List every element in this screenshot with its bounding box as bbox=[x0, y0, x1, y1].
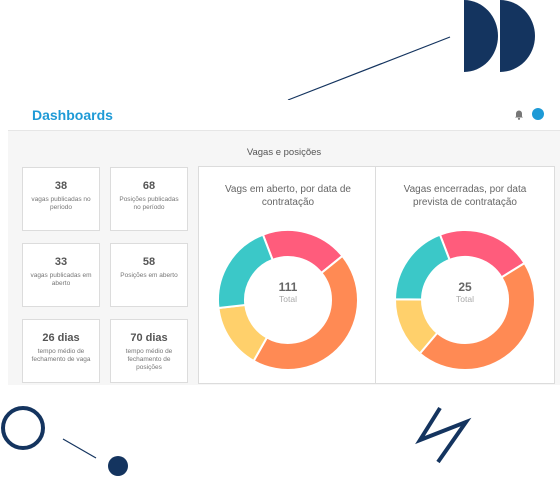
decorative-dot bbox=[108, 456, 128, 476]
chart-total-label: Total bbox=[456, 294, 474, 304]
donut-slice-4 bbox=[217, 233, 274, 310]
chart-title: Vags em aberto, por data de contratação bbox=[224, 184, 351, 208]
bell-icon[interactable] bbox=[513, 108, 525, 120]
chart-title: Vagas encerradas, por data prevista de c… bbox=[403, 184, 527, 208]
donut-chart bbox=[393, 229, 536, 371]
status-indicator bbox=[532, 108, 544, 120]
chart-card-vagas-em-aberto: Vags em aberto, por data de contratação … bbox=[198, 166, 378, 384]
kpi-label: Posições publicadas no período bbox=[119, 196, 179, 211]
chart-total-value: 25 bbox=[458, 280, 472, 294]
kpi-label: tempo médio de fechamento de posições bbox=[125, 348, 173, 371]
donut-slice-4 bbox=[393, 233, 451, 301]
kpi-label: Posições em aberto bbox=[120, 272, 178, 279]
donut-slice-2 bbox=[252, 254, 359, 371]
kpi-label: vagas publicadas no período bbox=[31, 196, 91, 211]
section-title: Vagas e posições bbox=[246, 147, 322, 158]
donut-slice-2 bbox=[418, 261, 536, 371]
decorative-d-shapes bbox=[464, 0, 535, 72]
kpi-card-tempo-fechamento-vaga: 26 dias tempo médio de fechamento de vag… bbox=[22, 319, 100, 383]
kpi-label: vagas publicadas em aberto bbox=[30, 272, 92, 287]
kpi-card-tempo-fechamento-posicoes: 70 dias tempo médio de fechamento de pos… bbox=[110, 319, 188, 383]
kpi-value: 26 dias bbox=[42, 332, 80, 344]
kpi-label: tempo médio de fechamento de vaga bbox=[31, 348, 91, 363]
decorative-zigzag bbox=[415, 406, 472, 464]
decorative-line-bottom bbox=[62, 438, 97, 459]
kpi-card-posicoes-publicadas: 68 Posições publicadas no período bbox=[110, 167, 188, 231]
kpi-card-vagas-publicadas: 38 vagas publicadas no período bbox=[22, 167, 100, 231]
decorative-ring bbox=[1, 406, 45, 450]
page-title: Dashboards bbox=[32, 107, 113, 123]
kpi-card-vagas-em-aberto: 33 vagas publicadas em aberto bbox=[22, 243, 100, 307]
dashboard-panel: Dashboards Vagas e posições 38 vagas pub… bbox=[8, 100, 560, 385]
chart-total-value: 111 bbox=[278, 280, 298, 294]
kpi-value: 68 bbox=[142, 180, 156, 192]
kpi-value: 33 bbox=[54, 256, 68, 268]
decorative-line-top bbox=[287, 36, 451, 101]
kpi-value: 38 bbox=[54, 180, 68, 192]
chart-total-label: Total bbox=[279, 294, 297, 304]
kpi-card-posicoes-em-aberto: 58 Posições em aberto bbox=[110, 243, 188, 307]
kpi-value: 70 dias bbox=[130, 332, 168, 344]
kpi-value: 58 bbox=[142, 256, 156, 268]
chart-card-vagas-encerradas: Vagas encerradas, por data prevista de c… bbox=[375, 166, 555, 384]
donut-chart bbox=[217, 229, 359, 371]
top-bar: Dashboards bbox=[8, 100, 560, 131]
